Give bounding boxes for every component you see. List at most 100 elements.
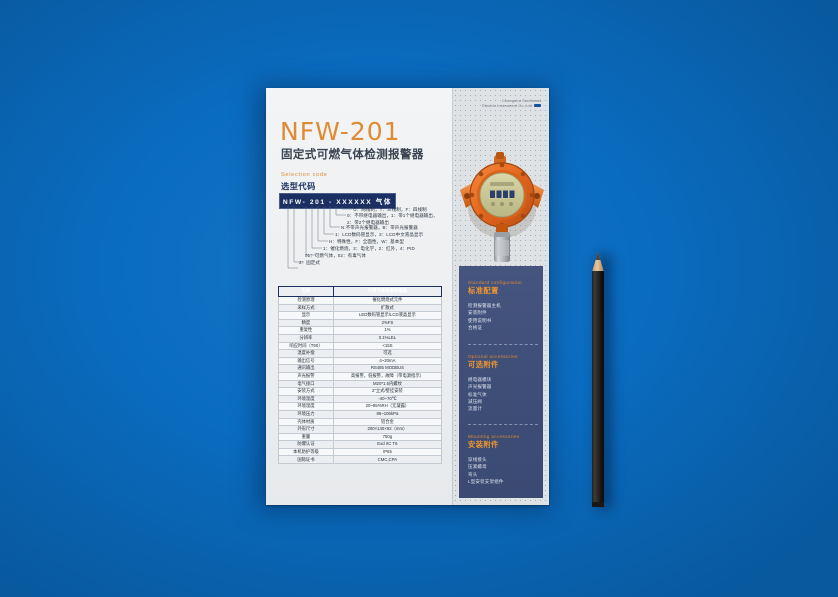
panel-section-mounting: Mounting accessories 安装附件 穿线接头 压紧螺母 弯头 L型安装… — [468, 434, 540, 485]
table-cell-key: 环境湿度 — [278, 402, 334, 411]
section-label-cn: 可选附件 — [468, 360, 499, 369]
section-label-en: Mounting accessories — [468, 434, 520, 439]
table-cell-value: <15S — [332, 341, 443, 351]
table-cell-key: 声光报警 — [278, 371, 334, 381]
specification-table: 名称 可燃气体检测报警器 检测原理 催化燃烧式元件 采样方式 扩散式 显示 LED数码管显示/… — [278, 286, 443, 465]
code-note: 1：LCD数码管显示，2：LCD中文液晶显示 — [335, 232, 424, 237]
list-item: 减压阀 — [468, 398, 483, 404]
table-cell-key: 检测原理 — [278, 296, 334, 305]
table-cell-value: 可选 — [332, 349, 443, 358]
code-note: H：特殊性，F：全面性，W：基本型 — [329, 239, 404, 244]
list-item: 检测报警器主机 — [468, 303, 501, 308]
selection-code-leader-lines — [287, 206, 352, 269]
section-label-en: Standard configuration — [468, 280, 522, 285]
section-label-en: Optional accessories — [468, 354, 518, 359]
list-item: 流量计 — [468, 406, 483, 412]
table-row: 安装方式 2″立式/壁挂安装 — [278, 387, 443, 396]
table-cell-value: Exd IIC T6 — [332, 440, 443, 449]
table-row: 精度 2%FS — [278, 318, 443, 328]
table-header-cell: 名称 — [278, 286, 334, 297]
table-cell-key: 重量 — [278, 432, 334, 442]
table-row: 电气接口 M20*1.5内螺纹 — [278, 379, 443, 389]
table-cell-value: 催化燃烧式元件 — [332, 296, 443, 305]
panel-divider — [468, 424, 538, 425]
table-row: 国际证书 CMC,CPA — [278, 455, 443, 465]
page-subtitle: 固定式可燃气体检测报警器 — [281, 149, 424, 161]
table-cell-key: 输出信号 — [278, 356, 334, 366]
table-cell-key: 通讯输出 — [278, 364, 334, 373]
table-row: 环境压力 86~106kPa — [278, 409, 443, 419]
table-cell-value: 高报警，低报警，故障（带电源指示） — [332, 371, 443, 381]
table-cell-value: IP65 — [332, 447, 443, 457]
list-item: 合格证 — [468, 324, 483, 330]
table-cell-value: 750g — [332, 432, 443, 442]
table-cell-value: M20*1.5内螺纹 — [332, 379, 443, 389]
list-item: 压紧螺母 — [468, 464, 487, 470]
table-cell-value: LED数码管显示/LCD液晶显示 — [332, 311, 443, 320]
list-item: L型安装支架组件 — [468, 478, 504, 484]
table-cell-value: 2″立式/壁挂安装 — [332, 387, 443, 396]
table-cell-key: 安装方式 — [278, 387, 334, 396]
code-note: N:不带声光报警器，B：带声光报警器 — [341, 225, 418, 230]
table-row: 壳体材质 铝合金 — [278, 417, 443, 427]
table-cell-value: 4~20mA — [332, 356, 443, 366]
table-cell-value: 86~106kPa — [332, 409, 443, 419]
section-list: 检测报警器主机 安装附件 使用说明书 合格证 — [468, 302, 540, 331]
logo-line-2-text: Electric Instrument Co.,Ltd — [482, 102, 532, 108]
code-note: 0：不带继电器输出，1：带1个继电器输出， — [347, 213, 438, 218]
logo-mark-icon — [534, 104, 541, 108]
section-label-cn: 标准配置 — [468, 286, 499, 295]
table-cell-value: -40~70℃ — [332, 394, 443, 404]
table-cell-value: 扩散式 — [332, 303, 443, 313]
table-row: 重复性 1% — [278, 326, 443, 335]
section-list: 穿线接头 压紧螺母 弯头 L型安装支架组件 — [468, 456, 540, 485]
table-row: 分辨率 0.1%LEL — [278, 333, 443, 343]
page-title: NFW-201 — [280, 117, 401, 146]
table-cell-key: 精度 — [278, 318, 334, 328]
table-cell-key: 分辨率 — [278, 333, 334, 343]
accessories-panel: Standard configuration 标准配置 检测报警器主机 安装附件使… — [459, 266, 543, 498]
table-row: 重量 750g — [278, 432, 443, 442]
table-header-row: 名称 可燃气体检测报警器 — [278, 286, 443, 297]
table-row: 本机防护等级 IP65 — [278, 447, 443, 457]
table-cell-key: 采样方式 — [278, 303, 334, 313]
table-row: 外形尺寸 200×140×92（mm） — [278, 425, 443, 434]
selection-code-box: NFW- 201 - XXXXXX 气体 — [279, 193, 396, 209]
list-item: 安装附件 — [468, 310, 487, 316]
table-row: 通讯输出 RS485 MODBUS — [278, 364, 443, 373]
table-row: 显示 LED数码管显示/LCD液晶显示 — [278, 311, 443, 320]
selection-code-notes: O：两线制，T：三线制，F：四线制 0：不带继电器输出，1：带1个继电器输出， … — [266, 206, 453, 272]
list-item: 弯头 — [468, 471, 478, 477]
table-cell-key: 响应时间（T90） — [278, 341, 334, 351]
table-cell-key: 显示 — [278, 311, 334, 320]
table-row: 检测原理 催化燃烧式元件 — [278, 296, 443, 305]
table-cell-key: 防爆认证 — [278, 440, 334, 449]
section-list: 继电器模块 声光报警器 标准气体 减压阀 流量计 — [468, 376, 540, 412]
logo-line-1: Changsha Southeast — [501, 98, 541, 103]
table-cell-value: RS485 MODBUS — [332, 364, 443, 373]
selection-code-label-cn: 选型代码 — [281, 182, 316, 191]
selection-code-label-en: Selection code — [281, 172, 328, 178]
table-cell-value: 1% — [332, 326, 443, 335]
list-item: 继电器模块 — [468, 377, 492, 382]
table-cell-key: 环境压力 — [278, 409, 334, 419]
table-row: 采样方式 扩散式 — [278, 303, 443, 313]
table-cell-key: 外形尺寸 — [278, 425, 334, 434]
table-row: 响应时间（T90） <15S — [278, 341, 443, 351]
company-logo: Changsha Southeast Electric Instrument C… — [482, 98, 541, 109]
table-cell-value: 200×140×92（mm） — [332, 425, 443, 434]
list-item: 声光报警器 — [468, 384, 492, 390]
column-seam — [452, 88, 453, 505]
table-row: 温度补偿 可选 — [278, 349, 443, 358]
logo-line-2: Electric Instrument Co.,Ltd — [482, 102, 541, 109]
pencil — [588, 250, 608, 508]
panel-section-optional: Optional accessories 可选附件 继电器模块 声光报警器 标准气体… — [468, 354, 540, 412]
table-row: 环境湿度 20~95%RH（无凝露） — [278, 402, 443, 411]
table-row: 环境温度 -40~70℃ — [278, 394, 443, 404]
section-label-cn: 安装附件 — [468, 440, 499, 449]
table-row: 防爆认证 Exd IIC T6 — [278, 440, 443, 449]
list-item: 使用说明书 — [468, 317, 492, 323]
table-header-cell: 可燃气体检测报警器 — [332, 286, 443, 297]
table-cell-key: 环境温度 — [278, 394, 334, 404]
panel-divider — [468, 344, 538, 345]
